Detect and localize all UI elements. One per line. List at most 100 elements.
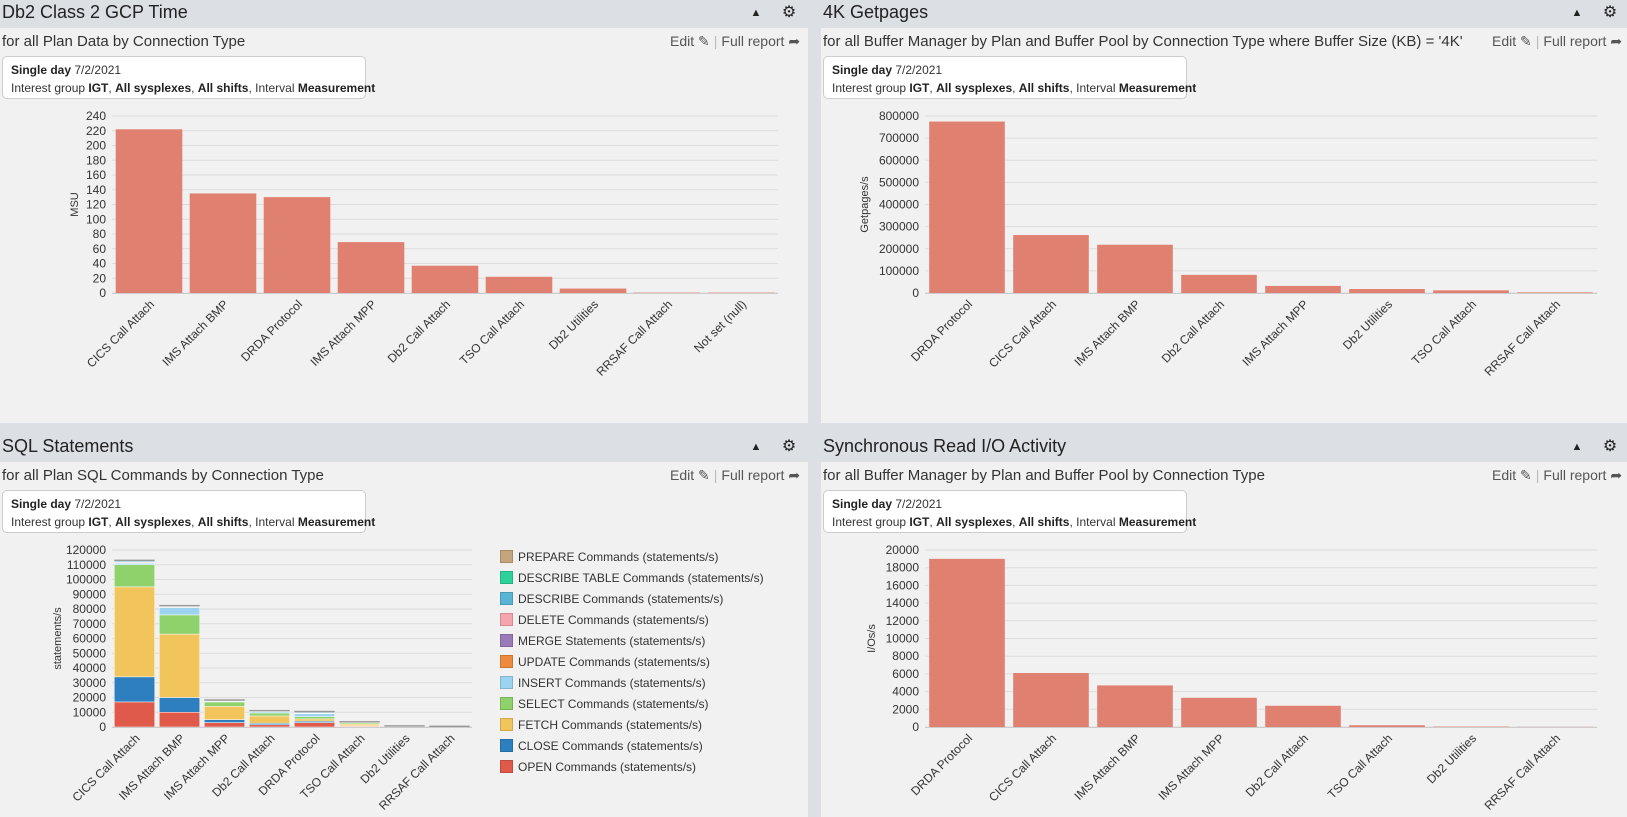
- x-tick-label: CICS Call Attach: [84, 297, 157, 370]
- gear-icon[interactable]: ⚙: [781, 438, 797, 455]
- y-tick-label: 10000: [73, 705, 107, 719]
- x-tick-label: IMS Attach MPP: [1239, 297, 1311, 369]
- legend-item[interactable]: FETCH Commands (statements/s): [500, 714, 764, 735]
- bar-segment: [249, 715, 290, 724]
- bar-segment: [159, 607, 200, 616]
- y-tick-label: 200000: [879, 242, 919, 256]
- interval-value: Measurement: [1118, 515, 1197, 529]
- interval-value: Measurement: [297, 81, 376, 95]
- edit-link[interactable]: Edit ✎: [670, 33, 710, 49]
- legend-label: DESCRIBE TABLE Commands (statements/s): [518, 570, 764, 585]
- period-label: Single day: [832, 497, 893, 511]
- info-line-2: Interest group IGT, All sysplexes, All s…: [11, 81, 376, 95]
- period-date: 7/2/2021: [895, 497, 943, 511]
- panel-actions: Edit ✎ | Full report ➦: [1492, 33, 1622, 50]
- legend-swatch: [500, 634, 513, 647]
- gear-icon[interactable]: ⚙: [781, 4, 797, 21]
- edit-link[interactable]: Edit ✎: [1492, 33, 1532, 49]
- y-tick-label: 100000: [879, 264, 919, 278]
- sysplex-value: All sysplexes: [936, 515, 1013, 529]
- chart-4k-getpages: 0 100000 200000 300000 400000 500000 600000 700…: [859, 109, 1597, 379]
- legend-swatch: [500, 592, 513, 605]
- bar-segment: [294, 718, 335, 722]
- bar-segment: [294, 713, 335, 717]
- x-tick-label: Db2 Utilities: [546, 297, 601, 352]
- bar: [337, 242, 405, 293]
- x-tick-label: DRDA Protocol: [908, 297, 975, 364]
- bar: [1265, 705, 1341, 727]
- y-tick-label: 600000: [879, 153, 919, 167]
- ig-label: Interest group: [11, 81, 86, 95]
- legend-item[interactable]: SELECT Commands (statements/s): [500, 693, 764, 714]
- ig-value: IGT: [909, 515, 930, 529]
- legend-swatch: [500, 655, 513, 668]
- info-line-2: Interest group IGT, All sysplexes, All s…: [832, 81, 1197, 95]
- gear-icon[interactable]: ⚙: [1602, 4, 1618, 21]
- legend-label: SELECT Commands (statements/s): [518, 696, 709, 711]
- arrow-circle-right-icon: ➦: [788, 33, 801, 49]
- legend-item[interactable]: UPDATE Commands (statements/s): [500, 651, 764, 672]
- info-line-1: Single day 7/2/2021: [11, 495, 357, 513]
- gear-icon[interactable]: ⚙: [1602, 438, 1618, 455]
- x-tick-label: Db2 Utilities: [1424, 731, 1479, 786]
- shift-value: All shifts: [197, 515, 249, 529]
- bar-segment: [159, 614, 200, 635]
- x-tick-label: DRDA Protocol: [238, 297, 305, 364]
- full-report-label: Full report: [1543, 33, 1607, 49]
- y-tick-label: 160: [86, 168, 106, 182]
- bar: [1097, 685, 1173, 727]
- chart-sql-statements: 0100002000030000400005000060000700008000…: [52, 543, 472, 813]
- y-tick-label: 14000: [886, 596, 920, 610]
- panel-subtitle: for all Buffer Manager by Plan and Buffe…: [823, 467, 1265, 484]
- legend-item[interactable]: DESCRIBE TABLE Commands (statements/s): [500, 567, 764, 588]
- panel-title: Db2 Class 2 GCP Time: [2, 2, 188, 22]
- divider: |: [713, 467, 718, 483]
- y-tick-label: 100: [86, 212, 106, 226]
- legend-item[interactable]: INSERT Commands (statements/s): [500, 672, 764, 693]
- legend-item[interactable]: OPEN Commands (statements/s): [500, 756, 764, 777]
- x-tick-label: IMS Attach MPP: [307, 297, 379, 369]
- y-axis-label: MSU: [69, 192, 81, 217]
- legend-label: DESCRIBE Commands (statements/s): [518, 591, 724, 606]
- divider: |: [1535, 467, 1540, 483]
- caret-up-icon[interactable]: ▲: [750, 7, 762, 19]
- bar-segment: [159, 712, 200, 728]
- legend-item[interactable]: DESCRIBE Commands (statements/s): [500, 588, 764, 609]
- interval-label: Interval: [255, 81, 295, 95]
- shift-value: All shifts: [1018, 81, 1070, 95]
- bar-top-edge: [114, 559, 155, 562]
- bar-segment: [249, 724, 290, 728]
- period-date: 7/2/2021: [74, 497, 122, 511]
- info-line-2: Interest group IGT, All sysplexes, All s…: [832, 515, 1197, 529]
- legend-item[interactable]: CLOSE Commands (statements/s): [500, 735, 764, 756]
- caret-up-icon[interactable]: ▲: [1571, 441, 1583, 453]
- legend-item[interactable]: DELETE Commands (statements/s): [500, 609, 764, 630]
- edit-link[interactable]: Edit ✎: [1492, 467, 1532, 483]
- panel-title: SQL Statements: [2, 436, 134, 456]
- edit-label: Edit: [1492, 467, 1517, 483]
- y-tick-label: 220: [86, 124, 106, 138]
- y-tick-label: 800000: [879, 109, 919, 123]
- full-report-link[interactable]: Full report ➦: [1543, 467, 1622, 483]
- y-tick-label: 8000: [892, 649, 919, 663]
- x-tick-label: Db2 Call Attach: [1159, 297, 1227, 365]
- divider: |: [1535, 33, 1540, 49]
- full-report-link[interactable]: Full report ➦: [721, 467, 800, 483]
- bar-segment: [114, 676, 155, 703]
- legend-item[interactable]: PREPARE Commands (statements/s): [500, 546, 764, 567]
- ig-value: IGT: [909, 81, 930, 95]
- y-tick-label: 500000: [879, 175, 919, 189]
- legend-swatch: [500, 739, 513, 752]
- caret-up-icon[interactable]: ▲: [1571, 7, 1583, 19]
- bar-segment: [114, 564, 155, 588]
- full-report-link[interactable]: Full report ➦: [1543, 33, 1622, 49]
- legend-item[interactable]: MERGE Statements (statements/s): [500, 630, 764, 651]
- bar-top-edge: [249, 709, 290, 712]
- full-report-link[interactable]: Full report ➦: [721, 33, 800, 49]
- y-tick-label: 100000: [66, 573, 106, 587]
- panel-sync-read-io: Synchronous Read I/O Activity ▲ ⚙ for al…: [821, 434, 1627, 817]
- edit-link[interactable]: Edit ✎: [670, 467, 710, 483]
- caret-up-icon[interactable]: ▲: [750, 441, 762, 453]
- y-tick-label: 400000: [879, 198, 919, 212]
- full-report-label: Full report: [1543, 467, 1607, 483]
